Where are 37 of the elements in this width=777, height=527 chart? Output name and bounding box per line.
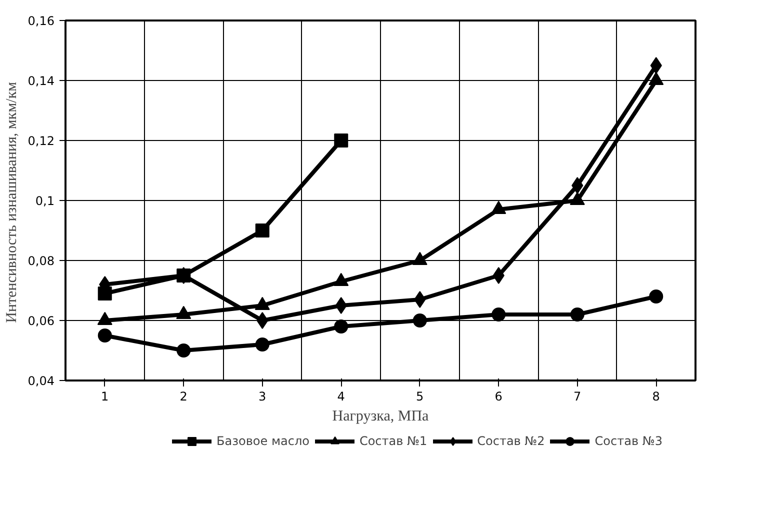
y-tick-label: 0,06 — [28, 314, 54, 328]
point — [334, 134, 348, 148]
point — [570, 308, 584, 322]
y-axis-title: Интенсивность изнашивания, мкм/км — [4, 81, 20, 323]
y-tick-label: 0,04 — [28, 374, 54, 388]
point — [492, 308, 506, 322]
point — [255, 338, 270, 352]
point — [414, 291, 426, 308]
x-tick-label: 3 — [258, 390, 266, 404]
y-tick-label: 0,16 — [28, 14, 54, 28]
x-tick-label: 7 — [574, 390, 582, 404]
point — [176, 344, 191, 358]
point — [412, 314, 427, 328]
point — [98, 328, 112, 342]
y-tick-label: 0,08 — [28, 254, 54, 268]
legend-label: Состав №2 — [477, 434, 545, 448]
x-tick-label: 4 — [337, 390, 345, 404]
y-tick-label: 0,12 — [28, 134, 54, 148]
x-tick-label: 5 — [416, 390, 424, 404]
x-axis-title: Нагрузка, МПа — [332, 408, 430, 424]
x-tick-label: 2 — [180, 390, 188, 404]
legend-label: Базовое масло — [216, 434, 310, 448]
x-tick-label: 6 — [494, 390, 502, 404]
point — [335, 297, 347, 314]
point — [255, 224, 270, 238]
y-tick-label: 0,14 — [28, 74, 54, 88]
point — [649, 290, 664, 304]
point — [334, 320, 348, 334]
point — [256, 312, 268, 329]
legend-label: Состав №1 — [359, 434, 428, 448]
x-tick-label: 1 — [101, 390, 109, 404]
point — [572, 177, 584, 194]
x-tick-label: 8 — [652, 390, 660, 404]
y-tick-label: 0,1 — [35, 194, 55, 208]
point — [492, 267, 504, 284]
point — [650, 57, 662, 74]
legend-label: Состав №3 — [594, 434, 662, 448]
